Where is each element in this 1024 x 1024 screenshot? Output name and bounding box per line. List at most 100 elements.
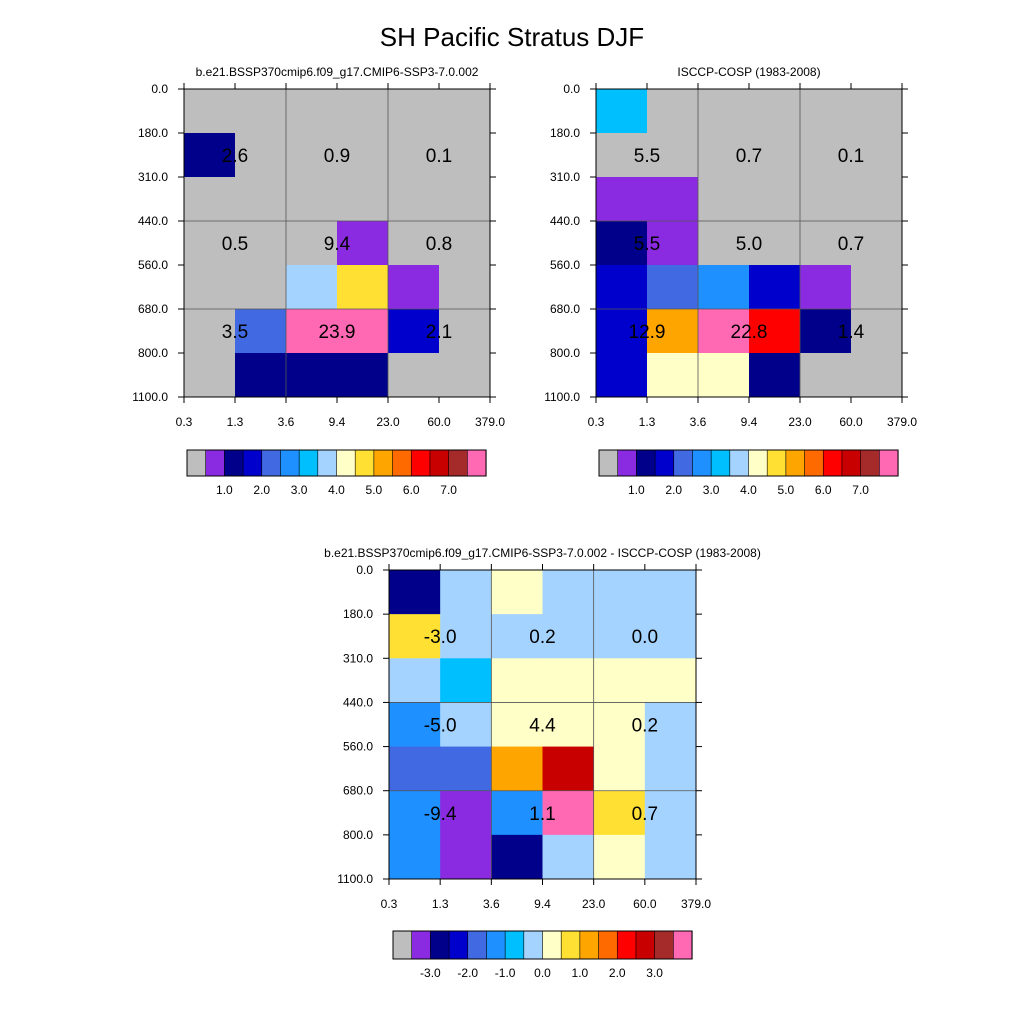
heatmap-cell	[749, 177, 801, 222]
heatmap-cell	[440, 658, 492, 703]
heatmap-cell	[698, 133, 750, 178]
colorbar-swatch	[766, 449, 787, 477]
x-tick-label: 379.0	[681, 897, 711, 911]
colorbar-swatch	[467, 930, 488, 960]
heatmap-cell	[286, 221, 338, 266]
heatmap-cell	[389, 570, 441, 615]
colorbar-swatch	[392, 449, 412, 477]
colorbar-label: -2.0	[457, 966, 478, 980]
heatmap-cell	[184, 353, 236, 398]
heatmap-cell	[647, 221, 699, 266]
heatmap-cell	[542, 746, 595, 792]
y-tick-label: 180.0	[138, 126, 168, 140]
y-tick-label: 0.0	[563, 82, 580, 96]
heatmap-cell	[647, 177, 699, 222]
colorbar-label: 2.0	[609, 966, 626, 980]
heatmap-cell	[235, 309, 287, 354]
colorbar-label: 7.0	[440, 483, 457, 497]
heatmap-cell	[439, 89, 491, 134]
heatmap-cell	[800, 89, 852, 134]
x-tick-label: 9.4	[329, 415, 346, 429]
heatmap-cell	[851, 133, 903, 178]
box-value-label: 0.7	[632, 804, 658, 825]
heatmap-cell	[184, 177, 236, 222]
colorbar-label: 2.0	[665, 483, 682, 497]
heatmap-cell	[644, 570, 697, 615]
panel-2: ISCCP-COSP (1983-2008) 0.0 180.0 310.0 440.0…	[544, 65, 917, 497]
y-tick-label: 440.0	[343, 695, 373, 709]
box-value-label: 3.5	[222, 322, 248, 343]
heatmap-cell	[542, 790, 595, 836]
y-tick-label: 1100.0	[132, 390, 168, 404]
heatmap-cell	[491, 570, 543, 615]
x-tick-label: 9.4	[534, 897, 551, 911]
heatmap-cell	[593, 746, 646, 792]
colorbar: -3.0 -2.0 -1.0 0.0 1.0 2.0 3.0	[392, 930, 693, 980]
colorbar-swatch	[729, 449, 750, 477]
colorbar-swatch	[841, 449, 862, 477]
colorbar-swatch	[879, 449, 899, 477]
y-axis: 0.0 180.0 310.0 440.0 560.0 680.0 800.0 1100.0	[337, 563, 702, 886]
heatmap-cell	[440, 746, 492, 792]
colorbar-swatch	[336, 449, 356, 477]
heatmap-cell	[337, 177, 389, 222]
heatmap-cell	[698, 177, 750, 222]
heatmap-cell	[593, 834, 646, 880]
y-tick-label: 180.0	[343, 607, 373, 621]
heatmap-cell	[593, 570, 646, 615]
heatmap-cell	[851, 221, 903, 266]
heatmap-cell	[286, 265, 338, 310]
colorbar-swatch	[486, 930, 506, 960]
colorbar-label: 3.0	[291, 483, 308, 497]
colorbar-swatch	[617, 449, 637, 477]
x-tick-label: 379.0	[887, 415, 917, 429]
figure-title: SH Pacific Stratus DJF	[380, 22, 644, 52]
colorbar-swatch	[242, 449, 263, 477]
y-tick-label: 560.0	[550, 258, 580, 272]
heatmap-cell	[542, 702, 595, 747]
heatmap-cell	[800, 177, 852, 222]
colorbar-swatch	[261, 449, 282, 477]
colorbar-label: 3.0	[703, 483, 720, 497]
heatmap-cell	[698, 353, 750, 398]
colorbar-label: -1.0	[495, 966, 516, 980]
heatmap-cell	[491, 834, 543, 880]
x-tick-label: 9.4	[741, 415, 758, 429]
colorbar-swatch	[542, 930, 562, 960]
heatmap-cell	[388, 133, 440, 178]
colorbar-swatch	[186, 449, 207, 477]
heatmap-cell	[491, 746, 543, 792]
colorbar-swatch	[804, 449, 824, 477]
y-tick-label: 1100.0	[337, 872, 373, 886]
box-value-label: 0.9	[324, 146, 350, 167]
heatmap-cell	[389, 790, 441, 836]
heatmap-cell	[235, 133, 287, 178]
heatmap-cell	[851, 177, 903, 222]
heatmap-cell	[337, 353, 389, 398]
y-tick-label: 800.0	[343, 828, 373, 842]
heatmap-cell	[440, 834, 492, 880]
panel-title: b.e21.BSSP370cmip6.f09_g17.CMIP6-SSP3-7.…	[324, 546, 761, 560]
x-axis: 0.3 1.3 3.6 9.4 23.0 60.0 379.0	[588, 83, 917, 429]
x-tick-label: 1.3	[227, 415, 244, 429]
box-value-label: 0.1	[426, 146, 452, 167]
heatmap-cell	[439, 177, 491, 222]
colorbar-swatch	[560, 930, 581, 960]
colorbar-swatch	[673, 930, 693, 960]
heatmap-cell	[389, 658, 441, 703]
heatmap-cell	[440, 570, 492, 615]
heatmap-cell	[439, 221, 491, 266]
panel-3: b.e21.BSSP370cmip6.f09_g17.CMIP6-SSP3-7.…	[324, 546, 761, 980]
box-value-label: -9.4	[424, 804, 457, 825]
heatmap-cell	[851, 309, 903, 354]
x-tick-label: 3.6	[690, 415, 707, 429]
colorbar-swatch	[298, 449, 319, 477]
colorbar-label: -3.0	[420, 966, 441, 980]
colorbar-label: 1.0	[216, 483, 233, 497]
colorbar-frame	[186, 449, 487, 477]
colorbar-label: 4.0	[740, 483, 757, 497]
heatmap-cell	[388, 89, 440, 134]
heatmap-cell	[800, 353, 852, 398]
colorbar-swatch	[654, 930, 674, 960]
